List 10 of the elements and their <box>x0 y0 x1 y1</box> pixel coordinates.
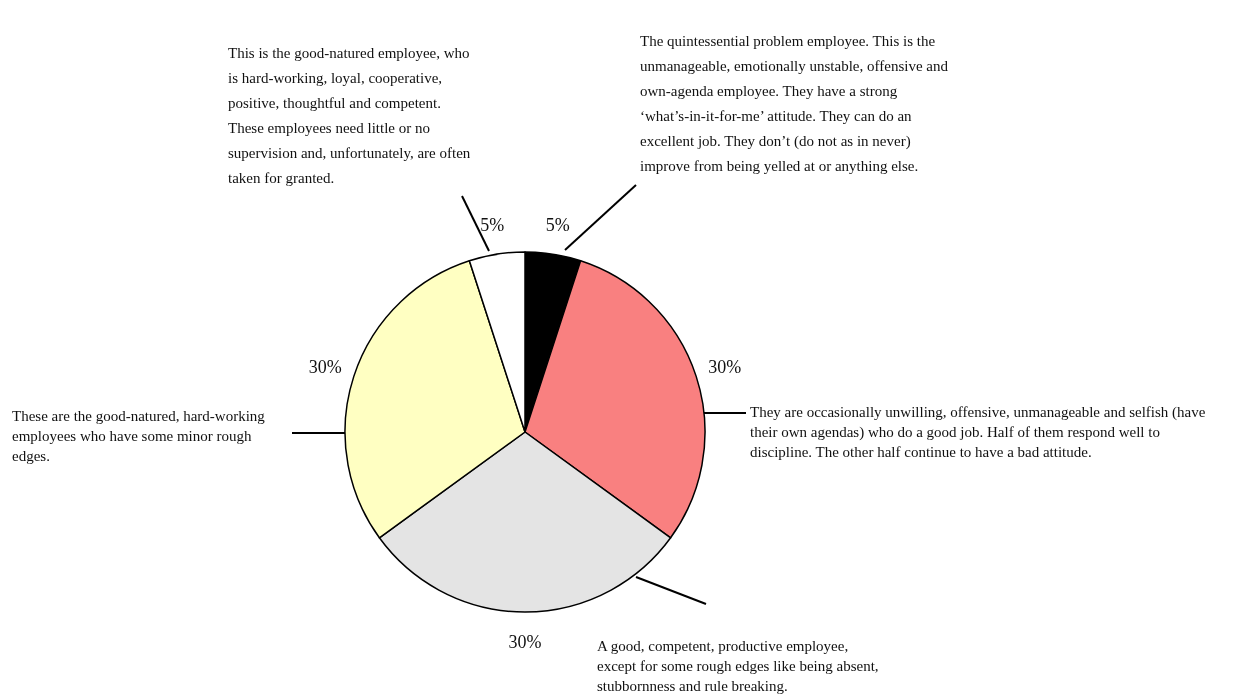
slice-label: They are occasionally unwilling, offensive, unmanageable and selfish (have their own agendas) who do a good job. Half of them respond well to discipline. The other half continue to have a bad attitude. <box>750 404 1210 460</box>
data-label: 30% <box>508 632 542 652</box>
data-label: 5% <box>545 214 570 235</box>
slice-label: A good, competent, productive employee, except for some rough edges like being absent, stubbornness and rule breaking. <box>597 638 883 694</box>
data-label: 30% <box>308 357 342 378</box>
data-label: 30% <box>708 357 742 378</box>
slice-label: The quintessential problem employee. This is the unmanageable, emotionally unstable, offensive and own-agenda employee. They have a strong ‘what’s-in-it-for-me’ attitude. They can do an excellent job. They don’t (do not as in never) improve from being yelled at or anything else. <box>640 32 952 174</box>
data-label: 5% <box>480 214 505 235</box>
slice-label: This is the good-natured employee, who is hard-working, loyal, cooperative, positive, thoughtful and competent. These employees need little or no supervision and, unfortunately, are often taken for granted. <box>228 44 475 186</box>
legend-label: These are the good-natured, hard-working employees who have some minor rough edges. <box>12 408 269 464</box>
